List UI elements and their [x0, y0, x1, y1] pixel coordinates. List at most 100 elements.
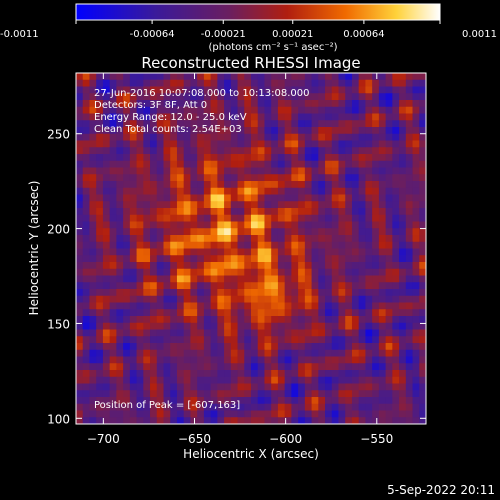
heatmap-cell — [264, 167, 272, 175]
heatmap-cell — [123, 221, 131, 229]
heatmap-cell — [412, 349, 420, 357]
heatmap-cell — [136, 241, 144, 249]
heatmap-cell — [136, 147, 144, 155]
heatmap-cell — [76, 410, 84, 418]
heatmap-cell — [378, 356, 387, 364]
heatmap-cell — [365, 79, 373, 87]
heatmap-cell — [251, 86, 259, 94]
heatmap-cell — [304, 390, 312, 398]
heatmap-cell — [163, 248, 171, 256]
heatmap-cell — [251, 349, 259, 357]
heatmap-cell — [163, 221, 171, 229]
heatmap-cell — [170, 417, 178, 424]
heatmap-cell — [96, 295, 104, 303]
heatmap-cell — [365, 383, 373, 391]
heatmap-cell — [197, 329, 205, 337]
heatmap-cell — [378, 349, 387, 357]
heatmap-cell — [129, 194, 137, 202]
heatmap-cell — [96, 100, 104, 108]
heatmap-cell — [96, 154, 104, 162]
heatmap-cell — [385, 255, 393, 263]
heatmap-cell — [203, 113, 212, 121]
heatmap-cell — [365, 86, 373, 94]
heatmap-cell — [136, 214, 144, 222]
heatmap-cell — [264, 86, 272, 94]
heatmap-cell — [237, 208, 245, 216]
heatmap-cell — [264, 370, 272, 378]
heatmap-cell — [210, 154, 218, 162]
heatmap-cell — [284, 268, 292, 276]
heatmap-cell — [358, 235, 366, 243]
heatmap-cell — [271, 235, 279, 243]
heatmap-cell — [197, 235, 205, 243]
heatmap-cell — [176, 329, 185, 337]
heatmap-cell — [385, 86, 393, 94]
heatmap-cell — [412, 322, 420, 330]
heatmap-cell — [102, 147, 111, 155]
heatmap-cell — [82, 383, 90, 391]
heatmap-cell — [89, 120, 97, 128]
heatmap-cell — [143, 201, 151, 209]
heatmap-cell — [170, 262, 178, 270]
heatmap-cell — [129, 275, 137, 283]
heatmap-cell — [298, 120, 306, 128]
heatmap-cell — [291, 113, 299, 121]
heatmap-cell — [351, 410, 360, 418]
heatmap-cell — [284, 113, 292, 121]
heatmap-cell — [129, 336, 137, 344]
heatmap-cell — [284, 356, 292, 364]
heatmap-cell — [150, 73, 158, 81]
heatmap-cell — [251, 397, 259, 405]
heatmap-cell — [325, 282, 333, 290]
heatmap-cell — [277, 383, 286, 391]
heatmap-cell — [311, 181, 319, 189]
heatmap-cell — [325, 248, 333, 256]
heatmap-cell — [224, 282, 232, 290]
heatmap-cell — [345, 376, 353, 384]
heatmap-cell — [190, 93, 198, 101]
heatmap-cell — [217, 410, 225, 418]
heatmap-cell — [102, 302, 111, 310]
heatmap-cell — [419, 329, 426, 337]
heatmap-cell — [385, 336, 393, 344]
heatmap-cell — [89, 410, 97, 418]
heatmap-cell — [156, 181, 164, 189]
heatmap-cell — [176, 417, 185, 424]
heatmap-cell — [311, 417, 319, 424]
heatmap-cell — [190, 228, 198, 236]
heatmap-cell — [217, 86, 225, 94]
heatmap-cell — [156, 275, 164, 283]
heatmap-cell — [264, 322, 272, 330]
heatmap-cell — [331, 383, 339, 391]
heatmap-cell — [345, 397, 353, 405]
heatmap-cell — [318, 113, 326, 121]
heatmap-cell — [311, 329, 319, 337]
heatmap-cell — [264, 289, 272, 297]
heatmap-cell — [230, 120, 238, 128]
heatmap-cell — [176, 194, 185, 202]
heatmap-cell — [183, 282, 191, 290]
heatmap-cell — [176, 140, 185, 148]
heatmap-cell — [237, 93, 245, 101]
heatmap-cell — [291, 160, 299, 168]
heatmap-cell — [102, 376, 111, 384]
heatmap-cell — [76, 241, 84, 249]
heatmap-cell — [197, 410, 205, 418]
heatmap-cell — [237, 248, 245, 256]
heatmap-cell — [217, 370, 225, 378]
heatmap-cell — [412, 417, 420, 424]
heatmap-cell — [365, 106, 373, 114]
heatmap-cell — [237, 403, 245, 411]
heatmap-cell — [325, 417, 333, 424]
heatmap-cell — [264, 390, 272, 398]
heatmap-cell — [304, 410, 312, 418]
heatmap-cell — [170, 356, 178, 364]
heatmap-cell — [96, 93, 104, 101]
heatmap-cell — [378, 302, 387, 310]
heatmap-cell — [129, 248, 137, 256]
heatmap-cell — [210, 322, 218, 330]
heatmap-cell — [311, 282, 319, 290]
heatmap-cell — [183, 120, 191, 128]
heatmap-cell — [392, 363, 400, 371]
heatmap-cell — [136, 282, 144, 290]
